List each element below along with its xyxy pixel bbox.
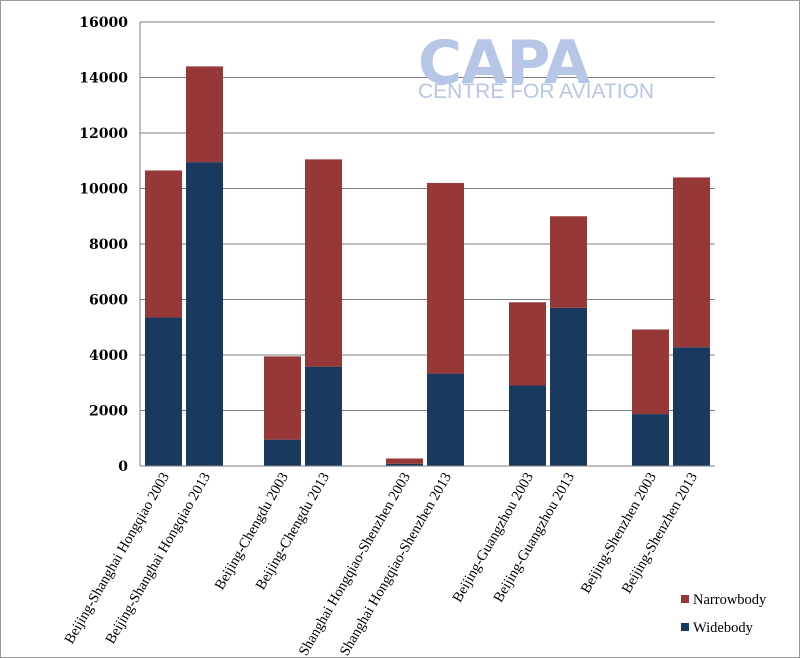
bar-narrowbody	[427, 182, 464, 374]
bar-widebody	[632, 414, 669, 466]
bar-narrowbody	[264, 356, 301, 440]
bar-widebody	[305, 366, 342, 466]
y-tick-label: 10000	[79, 182, 128, 198]
widebody-legend-swatch	[681, 623, 689, 631]
bar-widebody	[509, 385, 546, 466]
bar-narrowbody	[673, 177, 710, 348]
y-tick-label: 12000	[79, 126, 128, 142]
x-tick-label: Beijing-Chengdu 2013	[253, 470, 333, 593]
x-tick-label: Beijing-Shenzhen 2013	[619, 470, 701, 596]
bar-narrowbody	[186, 66, 223, 163]
y-tick-labels: 0 2000 4000 6000 8000 10000 12000 14000 16000	[79, 15, 128, 475]
bar-narrowbody	[632, 329, 669, 415]
x-tick-label: Beijing-Guangzhou 2003	[450, 470, 537, 605]
capa-logo: CAPA CENTRE FOR AVIATION	[418, 28, 654, 103]
x-tick-label: Beijing-Shenzhen 2003	[578, 470, 660, 596]
bar-widebody	[145, 317, 182, 466]
logo-wordmark: CAPA	[418, 28, 591, 98]
bar-widebody	[186, 162, 223, 466]
bar-narrowbody	[550, 216, 587, 308]
logo-tagline: CENTRE FOR AVIATION	[418, 80, 654, 103]
y-tick-label: 4000	[89, 348, 128, 364]
x-tick-label: Beijing-Guangzhou 2013	[491, 470, 578, 605]
y-tick-label: 14000	[79, 71, 128, 87]
bars	[145, 66, 710, 466]
y-tick-label: 2000	[89, 404, 128, 420]
y-tick-label: 6000	[89, 293, 128, 309]
bar-widebody	[386, 463, 423, 466]
bar-widebody	[550, 307, 587, 466]
x-tick-label: Beijing-Chengdu 2003	[212, 470, 292, 593]
widebody-legend-label: Widebody	[693, 620, 754, 636]
bar-narrowbody	[509, 302, 546, 386]
y-tick-label: 0	[118, 459, 128, 475]
x-tick-labels: Beijing-Shanghai Hongqiao 2003Beijing-Sh…	[62, 470, 701, 658]
y-tick-label: 16000	[79, 15, 128, 31]
bar-narrowbody	[145, 170, 182, 318]
narrowbody-legend-swatch	[681, 595, 689, 603]
bar-widebody	[673, 347, 710, 466]
axes	[139, 22, 715, 467]
narrowbody-legend-label: Narrowbody	[693, 592, 767, 608]
bar-widebody	[264, 439, 301, 466]
bar-narrowbody	[305, 159, 342, 367]
bar-widebody	[427, 373, 464, 466]
bar-narrowbody	[386, 458, 423, 464]
y-tick-label: 8000	[89, 237, 128, 253]
legend: Narrowbody Widebody	[681, 592, 767, 636]
